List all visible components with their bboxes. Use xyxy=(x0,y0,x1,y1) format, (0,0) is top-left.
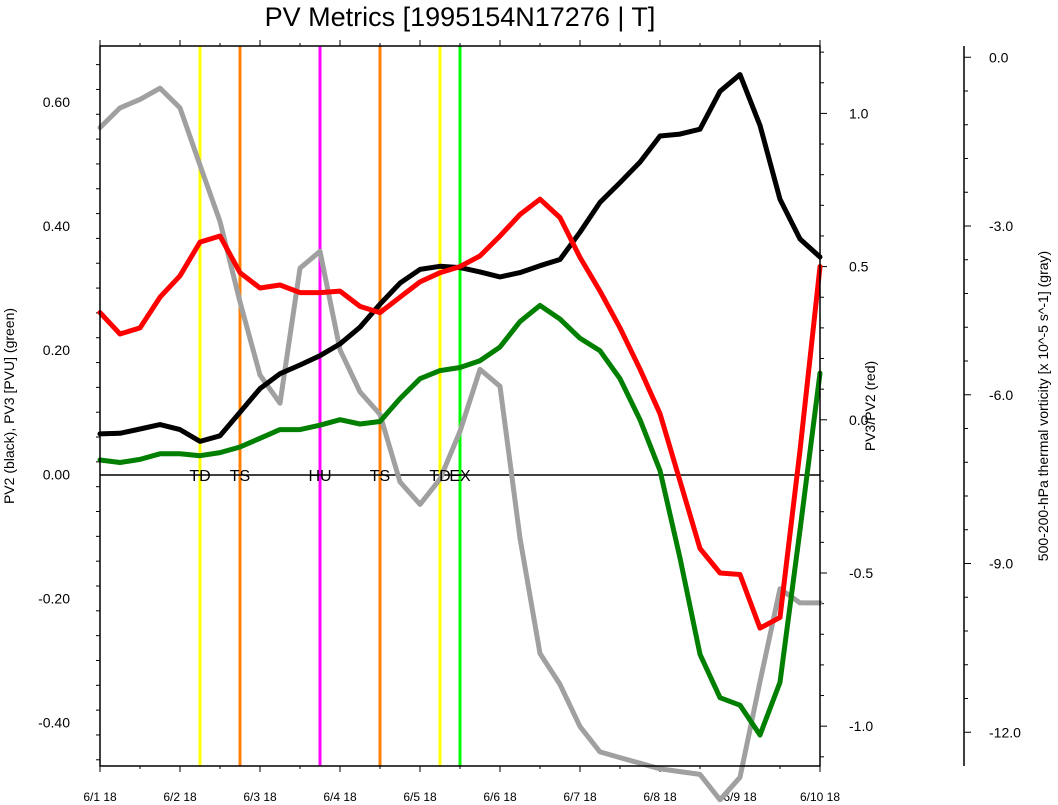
event-label: TS xyxy=(230,468,250,485)
x-tick-label: 6/7 18 xyxy=(563,790,597,804)
x-tick-label: 6/6 18 xyxy=(483,790,517,804)
right-tick-label: 0.5 xyxy=(849,259,869,275)
x-tick-label: 6/2 18 xyxy=(163,790,197,804)
left-tick-label: 0.60 xyxy=(43,94,70,110)
far-right-tick-label: -6.0 xyxy=(989,387,1013,403)
left-axis-label: PV2 (black), PV3 [PVU] (green) xyxy=(1,308,17,504)
plot-frame xyxy=(99,45,821,767)
event-label: TD xyxy=(429,468,450,485)
event-label: TD xyxy=(189,468,210,485)
right-tick-label: -1.0 xyxy=(849,718,873,734)
x-tick-label: 6/4 18 xyxy=(323,790,357,804)
far-right-tick-label: -3.0 xyxy=(989,218,1013,234)
right-tick-label: -0.5 xyxy=(849,565,873,581)
left-tick-label: 0.00 xyxy=(43,466,70,482)
right-axis-label: PV3/PV2 (red) xyxy=(862,361,878,451)
x-tick-label: 6/5 18 xyxy=(403,790,437,804)
left-tick-label: -0.20 xyxy=(38,590,70,606)
x-tick-label: 6/10 18 xyxy=(800,790,840,804)
series-line xyxy=(97,85,823,803)
x-tick-label: 6/1 18 xyxy=(83,790,117,804)
left-tick-label: -0.40 xyxy=(38,715,70,731)
series-line xyxy=(97,302,823,738)
far-right-tick-label: -12.0 xyxy=(989,724,1021,740)
event-label: EX xyxy=(449,468,471,485)
right-tick-label: 0.0 xyxy=(849,412,869,428)
event-lines xyxy=(198,46,462,766)
x-tick-label: 6/9 18 xyxy=(723,790,757,804)
event-label: HU xyxy=(308,468,331,485)
event-label: TS xyxy=(370,468,390,485)
series-lines xyxy=(97,72,823,803)
far-right-tick-label: 0.0 xyxy=(989,49,1009,65)
far-right-tick-label: -9.0 xyxy=(989,556,1013,572)
far-right-axis-label: 500-200-hPa thermal vorticity [x 10^-5 s… xyxy=(1035,251,1051,561)
left-tick-label: 0.20 xyxy=(43,342,70,358)
right-tick-label: 1.0 xyxy=(849,105,869,121)
axis-ticks: 6/1 18 6/2 18 6/3 18 6/4 18 6/5 18 6/6 18 6/7 … xyxy=(38,40,1021,804)
x-tick-label: 6/8 18 xyxy=(643,790,677,804)
x-tick-label: 6/3 18 xyxy=(243,790,277,804)
chart-title: PV Metrics [1995154N17276 | T] xyxy=(265,2,656,32)
left-tick-label: 0.40 xyxy=(43,218,70,234)
series-line xyxy=(97,196,823,631)
